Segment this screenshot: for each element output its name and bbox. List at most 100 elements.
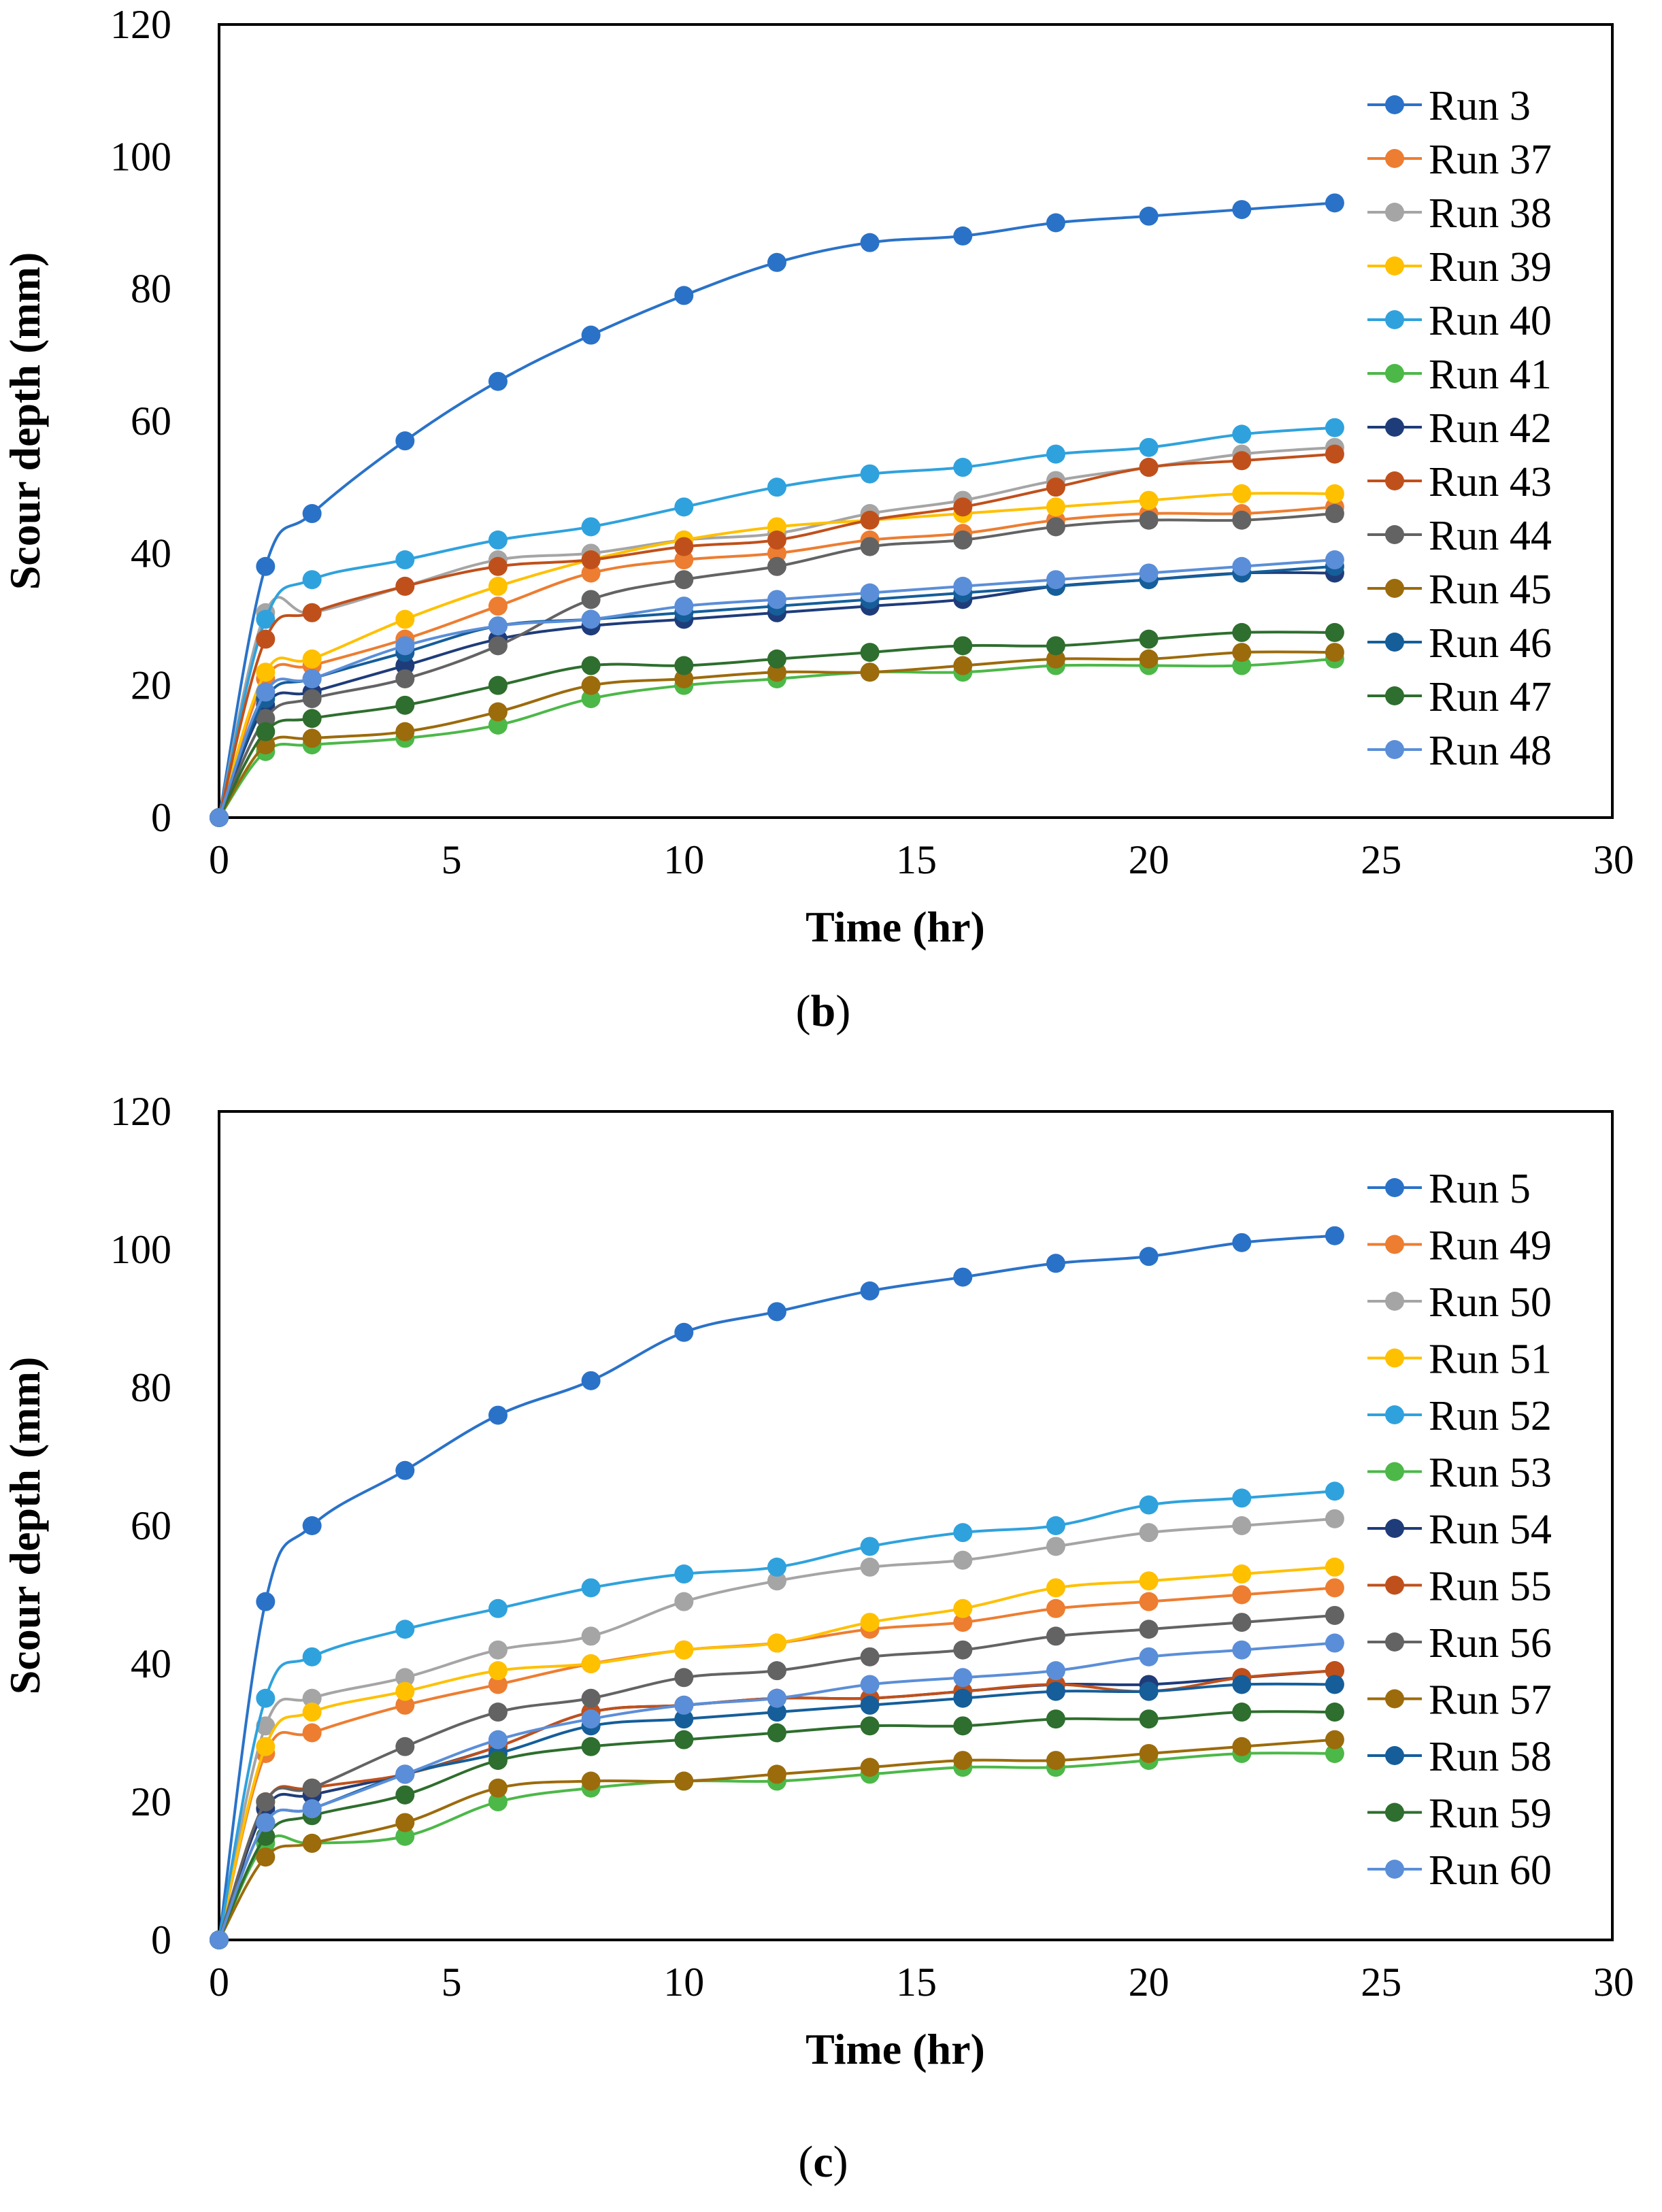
chart-b-data-point: [1325, 418, 1344, 437]
chart-c-data-point: [395, 1813, 415, 1832]
chart-c-legend-label: Run 55: [1429, 1564, 1552, 1610]
chart-c-data-point: [210, 1930, 229, 1949]
chart-b-data-point: [581, 517, 601, 537]
chart-b-data-point: [581, 590, 601, 609]
chart-b-data-point: [767, 530, 786, 550]
chart-c-data-point: [1232, 1516, 1252, 1535]
chart-c-data-point: [488, 1778, 508, 1798]
chart-c-data-point: [488, 1640, 508, 1660]
chart-b-data-point: [1325, 444, 1344, 464]
chart-b-legend-marker: [1385, 95, 1404, 114]
chart-c-data-point: [1046, 1661, 1065, 1681]
chart-b-data-point: [302, 669, 322, 688]
chart-c-data-point: [581, 1578, 601, 1598]
chart-c-data-point: [256, 1592, 276, 1611]
chart-b-data-point: [674, 597, 694, 616]
chart-b-data-point: [1046, 477, 1065, 497]
chart-c-data-point: [395, 1460, 415, 1480]
chart-c-data-point: [674, 1322, 694, 1342]
chart-c-data-point: [581, 1688, 601, 1708]
chart-b-data-point: [767, 556, 786, 576]
chart-b-data-point: [953, 530, 973, 550]
chart-b-data-point: [953, 497, 973, 517]
chart-c-legend-label: Run 54: [1429, 1507, 1552, 1553]
chart-b-data-point: [1232, 510, 1252, 530]
chart-b-data-point: [395, 695, 415, 715]
chart-b-data-point: [860, 233, 880, 252]
chart-b-data-point: [395, 576, 415, 596]
chart-b-legend-marker: [1385, 364, 1404, 383]
chart-b-data-point: [674, 656, 694, 675]
chart-c-legend-marker: [1385, 1803, 1404, 1822]
chart-b-series-line: [218, 446, 1335, 818]
chart-b-data-point: [302, 570, 322, 590]
chart-c-legend-marker: [1385, 1746, 1404, 1765]
chart-c-data-point: [1046, 1751, 1065, 1771]
chart-b-data-point: [302, 603, 322, 622]
chart-c-data-point: [302, 1703, 322, 1722]
chart-b-series-line: [218, 512, 1335, 818]
chart-b-data-point: [1139, 629, 1159, 649]
chart-b-data-point: [256, 735, 276, 755]
chart-c-data-point: [256, 1737, 276, 1756]
chart-c-data-point: [302, 1799, 322, 1819]
chart-b-legend-marker: [1385, 149, 1404, 168]
chart-b-data-point: [581, 563, 601, 583]
chart-c-y-tick: 60: [131, 1503, 171, 1548]
chart-c-data-point: [1139, 1247, 1159, 1267]
chart-c-data-point: [1046, 1626, 1065, 1646]
chart-c-data-point: [1046, 1516, 1065, 1535]
chart-c-data-point: [302, 1833, 322, 1853]
chart-b-data-point: [953, 458, 973, 477]
chart-c-data-point: [953, 1716, 973, 1736]
chart-c-data-point: [767, 1688, 786, 1708]
chart-c-data-point: [953, 1751, 973, 1771]
chart-b-data-point: [302, 728, 322, 748]
chart-b-data-point: [488, 715, 508, 735]
chart-c-data-point: [953, 1640, 973, 1660]
chart-c-legend-marker: [1385, 1178, 1404, 1197]
chart-c-series-line: [218, 1490, 1335, 1941]
chart-b-data-point: [860, 583, 880, 603]
chart-c-data-point: [488, 1730, 508, 1749]
chart-c-data-point: [1232, 1585, 1252, 1605]
chart-c-data-point: [1139, 1681, 1159, 1701]
chart-b-y-tick: 0: [151, 795, 171, 840]
chart-c-data-point: [1325, 1743, 1344, 1763]
chart-c-data-point: [860, 1675, 880, 1694]
chart-c-data-point: [1046, 1254, 1065, 1273]
chart-b-data-point: [488, 371, 508, 391]
chart-b-legend-label: Run 37: [1429, 137, 1552, 183]
chart-c-legend-label: Run 60: [1429, 1847, 1552, 1894]
chart-c-series-line: [218, 1682, 1335, 1941]
chart-c-data-point: [1325, 1730, 1344, 1749]
chart-c-data-point: [1232, 1640, 1252, 1660]
chart-b-series-line: [218, 426, 1335, 818]
chart-c-data-point: [674, 1771, 694, 1791]
chart-b-data-point: [1232, 424, 1252, 444]
chart-b-data-point: [1232, 656, 1252, 675]
chart-b-data-point: [767, 590, 786, 609]
chart-b-data-point: [674, 537, 694, 556]
chart-c-data-point: [488, 1751, 508, 1771]
chart-c-data-point: [1139, 1709, 1159, 1729]
chart-b-data-point: [581, 550, 601, 570]
chart-c-legend-label: Run 52: [1429, 1393, 1552, 1439]
chart-b-data-point: [488, 616, 508, 636]
chart-b-legend-label: Run 42: [1429, 405, 1552, 452]
chart-b-data-point: [767, 663, 786, 682]
chart-c-data-point: [953, 1267, 973, 1287]
chart-c-legend-marker: [1385, 1519, 1404, 1538]
chart-b-y-tick: 20: [131, 663, 171, 708]
chart-b-data-point: [1139, 649, 1159, 669]
chart-c-data-point: [674, 1564, 694, 1584]
chart-b-data-point: [1325, 193, 1344, 213]
chart-b-legend-marker: [1385, 203, 1404, 222]
chart-b-data-point: [1232, 622, 1252, 642]
chart-b-data-point: [581, 325, 601, 345]
chart-c-legend-label: Run 50: [1429, 1279, 1552, 1326]
chart-c-data-point: [256, 1792, 276, 1811]
chart-c: 0 20 40 60 80 100 120 0 5 10 15 20 25 30 Time (hr) Scou…: [1, 1089, 1634, 2187]
chart-c-series-line: [218, 1738, 1335, 1941]
chart-c-legend-marker: [1385, 1689, 1404, 1709]
